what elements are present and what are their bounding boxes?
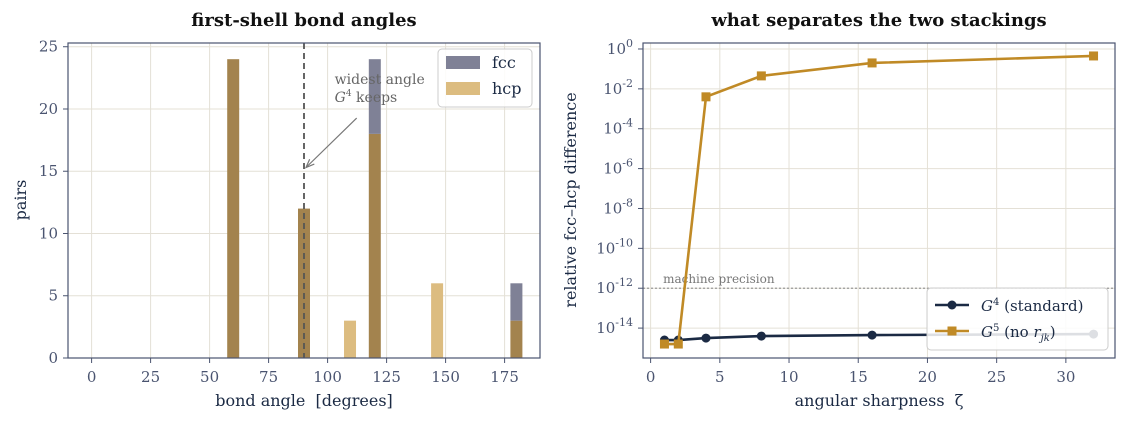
- series-point-circle: [867, 330, 877, 340]
- legend-swatch-hcp: [446, 82, 480, 95]
- legend-label-hcp: hcp: [492, 79, 522, 98]
- annotation-arrow-line: [305, 117, 358, 168]
- x-tick-label: 15: [849, 368, 868, 386]
- x-tick-label: 25: [987, 368, 1006, 386]
- stacking-difference-panel: what separates the two stackings machine…: [561, 10, 1116, 410]
- bar-overlap: [510, 320, 523, 358]
- y-tick-label: 15: [39, 162, 58, 180]
- legend-label-1: G5 (no rjk): [981, 323, 1056, 344]
- y-tick-label: 10: [39, 224, 58, 242]
- series-point-square: [673, 339, 683, 349]
- series-point-circle: [756, 331, 766, 341]
- series-point-square: [659, 339, 669, 349]
- y-tick-label: 10-2: [603, 77, 633, 98]
- bar-overlap: [227, 59, 240, 359]
- annotation-text-line2: G4 keeps: [335, 89, 398, 106]
- bar-overlap: [368, 133, 381, 358]
- left-chart-title: first-shell bond angles: [191, 10, 416, 31]
- left-tick-labels: 0 25 50 75 100 125 150 175 0 5 10 15 20 25: [39, 38, 519, 386]
- right-chart-title: what separates the two stackings: [710, 10, 1046, 31]
- legend-swatch-fcc: [446, 56, 480, 69]
- y-tick-label: 10-14: [596, 316, 633, 337]
- left-x-axis-label: bond angle [degrees]: [215, 391, 393, 410]
- left-plot-frame: [67, 42, 541, 359]
- x-tick-label: 50: [200, 368, 219, 386]
- series-point-square: [756, 71, 766, 81]
- bar-fcc: [368, 59, 381, 134]
- right-y-axis-label: relative fcc–hcp difference: [561, 92, 580, 307]
- x-tick-label: 150: [431, 368, 460, 386]
- left-bars: [227, 59, 523, 359]
- y-tick-label: 10-6: [603, 157, 633, 178]
- legend-label-0: G4 (standard): [981, 297, 1083, 315]
- y-tick-label: 20: [39, 100, 58, 118]
- x-tick-label: 75: [259, 368, 278, 386]
- legend-box: [926, 287, 1109, 351]
- x-tick-label: 0: [646, 368, 656, 386]
- annotation-text-line1: widest angle: [335, 72, 425, 88]
- legend-marker-square: [947, 326, 957, 336]
- x-tick-label: 100: [313, 368, 342, 386]
- series-point-square: [1089, 51, 1099, 61]
- series-point-square: [701, 92, 711, 102]
- right-plot-frame: [642, 42, 1116, 359]
- series-point-circle: [701, 333, 711, 343]
- series-point-square: [867, 58, 877, 68]
- bar-hcp: [344, 320, 357, 358]
- bar-hcp: [431, 283, 444, 358]
- y-tick-label: 10-4: [603, 117, 633, 138]
- right-tick-labels: 0 5 10 15 20 25 30 100 10-2 10-4 10-6 10-8 10-10 10-1…: [596, 37, 1075, 386]
- x-tick-label: 125: [372, 368, 401, 386]
- x-tick-label: 25: [141, 368, 160, 386]
- x-tick-label: 20: [918, 368, 937, 386]
- x-tick-label: 0: [87, 368, 97, 386]
- x-tick-label: 5: [715, 368, 725, 386]
- y-tick-label: 0: [48, 349, 58, 367]
- x-tick-label: 10: [779, 368, 798, 386]
- machine-precision-label: machine precision: [663, 272, 775, 286]
- left-y-axis-label: pairs: [11, 180, 30, 221]
- annotation-arrow-head: [304, 159, 315, 169]
- legend-label-fcc: fcc: [492, 53, 516, 72]
- x-tick-label: 30: [1056, 368, 1075, 386]
- bar-fcc: [510, 283, 523, 321]
- y-tick-label: 10-8: [603, 196, 633, 217]
- right-legend: G4 (standard) G5 (no rjk): [926, 287, 1109, 351]
- x-tick-label: 175: [490, 368, 519, 386]
- right-x-axis-label: angular sharpness ζ: [795, 391, 964, 410]
- left-legend: fcc hcp: [437, 48, 533, 108]
- y-tick-label: 100: [607, 37, 633, 58]
- y-tick-label: 10-10: [596, 236, 633, 257]
- y-tick-label: 5: [48, 287, 58, 305]
- y-tick-label: 10-12: [596, 276, 633, 297]
- y-tick-label: 25: [39, 38, 58, 56]
- right-reference-line: machine precision: [643, 272, 1115, 289]
- right-series-lines: [659, 51, 1099, 349]
- legend-marker-circle: [947, 300, 957, 310]
